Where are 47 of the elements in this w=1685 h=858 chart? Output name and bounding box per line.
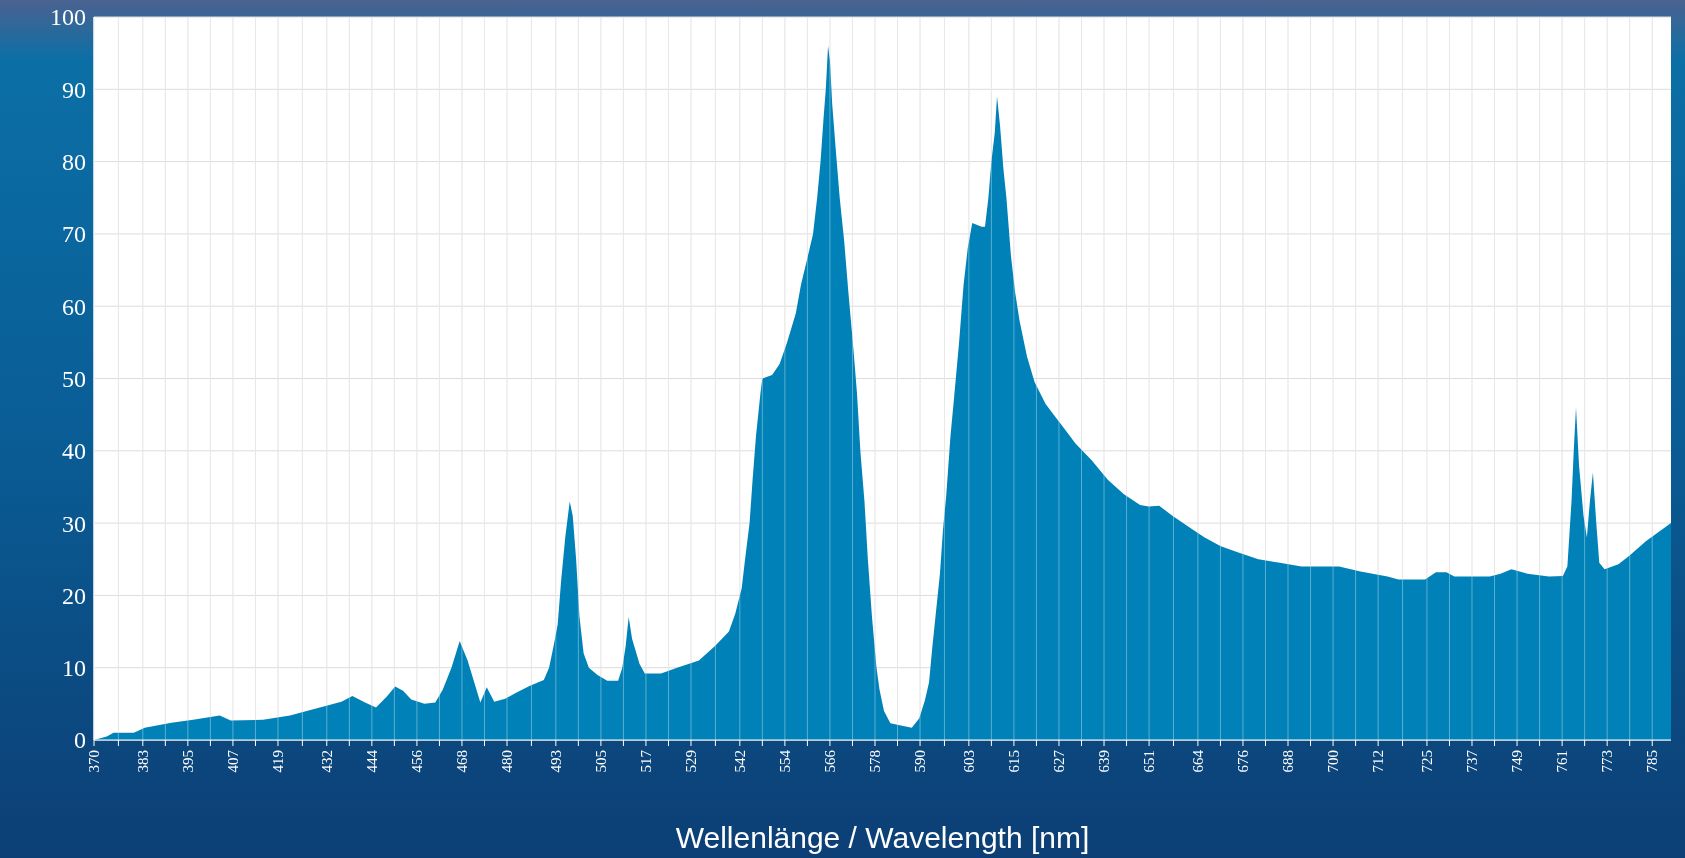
- x-tick-label: 639: [1096, 750, 1113, 773]
- x-tick-label: 773: [1599, 750, 1616, 773]
- x-tick-label: 505: [593, 750, 610, 773]
- x-tick-label: 651: [1141, 750, 1158, 773]
- x-tick-label: 480: [499, 750, 516, 773]
- x-tick-label: 590: [912, 750, 929, 773]
- x-tick-label: 725: [1419, 750, 1436, 773]
- x-tick-label: 700: [1325, 750, 1342, 773]
- x-tick-label: 542: [732, 750, 749, 773]
- y-tick-label: 30: [62, 510, 86, 537]
- x-tick-label: 419: [270, 750, 287, 773]
- x-tick-label: 615: [1006, 750, 1023, 773]
- y-tick-label: 60: [62, 293, 86, 320]
- x-tick-label: 737: [1464, 749, 1481, 773]
- y-tick-label: 80: [62, 149, 86, 175]
- y-tick-label: 100: [50, 4, 86, 31]
- x-tick-label: 554: [777, 749, 794, 773]
- x-tick-label: 395: [180, 750, 197, 773]
- x-tick-label: 627: [1051, 749, 1068, 773]
- x-tick-label: 712: [1370, 750, 1387, 773]
- y-tick-label: 0: [74, 727, 86, 754]
- x-tick-label: 383: [135, 750, 152, 773]
- y-tick-label: 50: [62, 365, 86, 392]
- x-tick-label: 517: [638, 749, 655, 773]
- x-tick-label: 761: [1554, 750, 1571, 773]
- x-tick-label: 432: [319, 750, 336, 773]
- x-tick-label: 370: [86, 750, 103, 773]
- x-tick-label: 578: [867, 750, 884, 773]
- x-tick-label: 456: [409, 749, 426, 773]
- x-tick-label: 566: [822, 749, 839, 773]
- x-tick-label: 749: [1509, 750, 1526, 773]
- y-tick-label: 20: [62, 582, 86, 609]
- x-tick-label: 603: [961, 750, 978, 773]
- x-tick-label: 676: [1235, 749, 1252, 773]
- y-tick-label: 70: [62, 221, 86, 248]
- x-axis-title: Wellenlänge / Wavelength [nm]: [675, 821, 1090, 854]
- y-tick-label: 90: [62, 76, 86, 103]
- x-tick-label: 407: [225, 749, 242, 773]
- x-tick-label: 664: [1190, 749, 1207, 773]
- x-tick-label: 785: [1644, 750, 1661, 773]
- x-tick-label: 529: [683, 750, 700, 773]
- x-tick-label: 493: [548, 750, 565, 773]
- x-tick-label: 688: [1280, 750, 1297, 773]
- x-tick-label: 468: [454, 750, 471, 773]
- x-tick-label: 444: [364, 749, 381, 773]
- y-tick-label: 40: [62, 438, 86, 465]
- y-tick-label: 10: [62, 655, 86, 682]
